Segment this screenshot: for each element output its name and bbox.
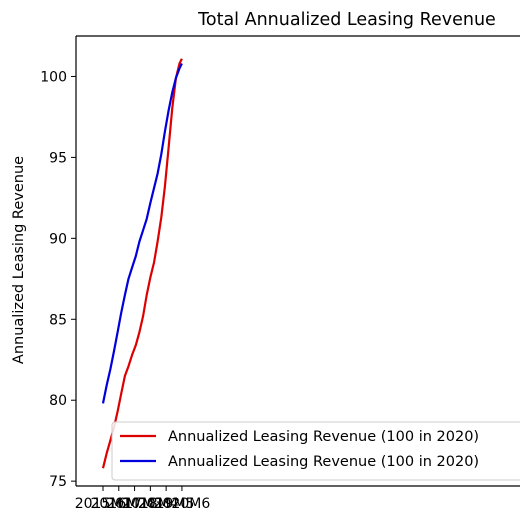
legend-box: [111, 421, 520, 481]
legend-label: Annualized Leasing Revenue (100 in 2020): [168, 429, 479, 445]
legend-label: Annualized Leasing Revenue (100 in 2020): [168, 454, 479, 470]
y-axis-label: Annualized Leasing Revenue: [11, 156, 27, 364]
chart-title: Total Annualized Leasing Revenue: [197, 10, 496, 30]
y-tick-label: 95: [49, 150, 67, 166]
x-tick-label: 2016M2: [90, 496, 147, 512]
series-line-1: [101, 58, 183, 469]
y-tick-label: 75: [49, 474, 67, 490]
x-tick-label: 2020M6: [154, 496, 211, 512]
x-tick-label: 2019M5: [138, 496, 195, 512]
series-layer: [101, 58, 183, 469]
axes-layer: 75 80 85 90 95 100 2015M12016M22017M32018M4201…: [40, 35, 520, 512]
series-line-2: [101, 63, 183, 404]
x-tick-label: 2015M1: [75, 496, 132, 512]
y-tick-label: 80: [49, 393, 67, 409]
y-tick-label: 90: [49, 231, 67, 247]
y-tick-label: 85: [49, 312, 67, 328]
legend: Annualized Leasing Revenue (100 in 2020)…: [111, 421, 520, 481]
y-tick-label: 100: [40, 69, 67, 85]
x-tick-label: 2017M3: [106, 496, 163, 512]
x-tick-label: 2018M4: [122, 496, 179, 512]
